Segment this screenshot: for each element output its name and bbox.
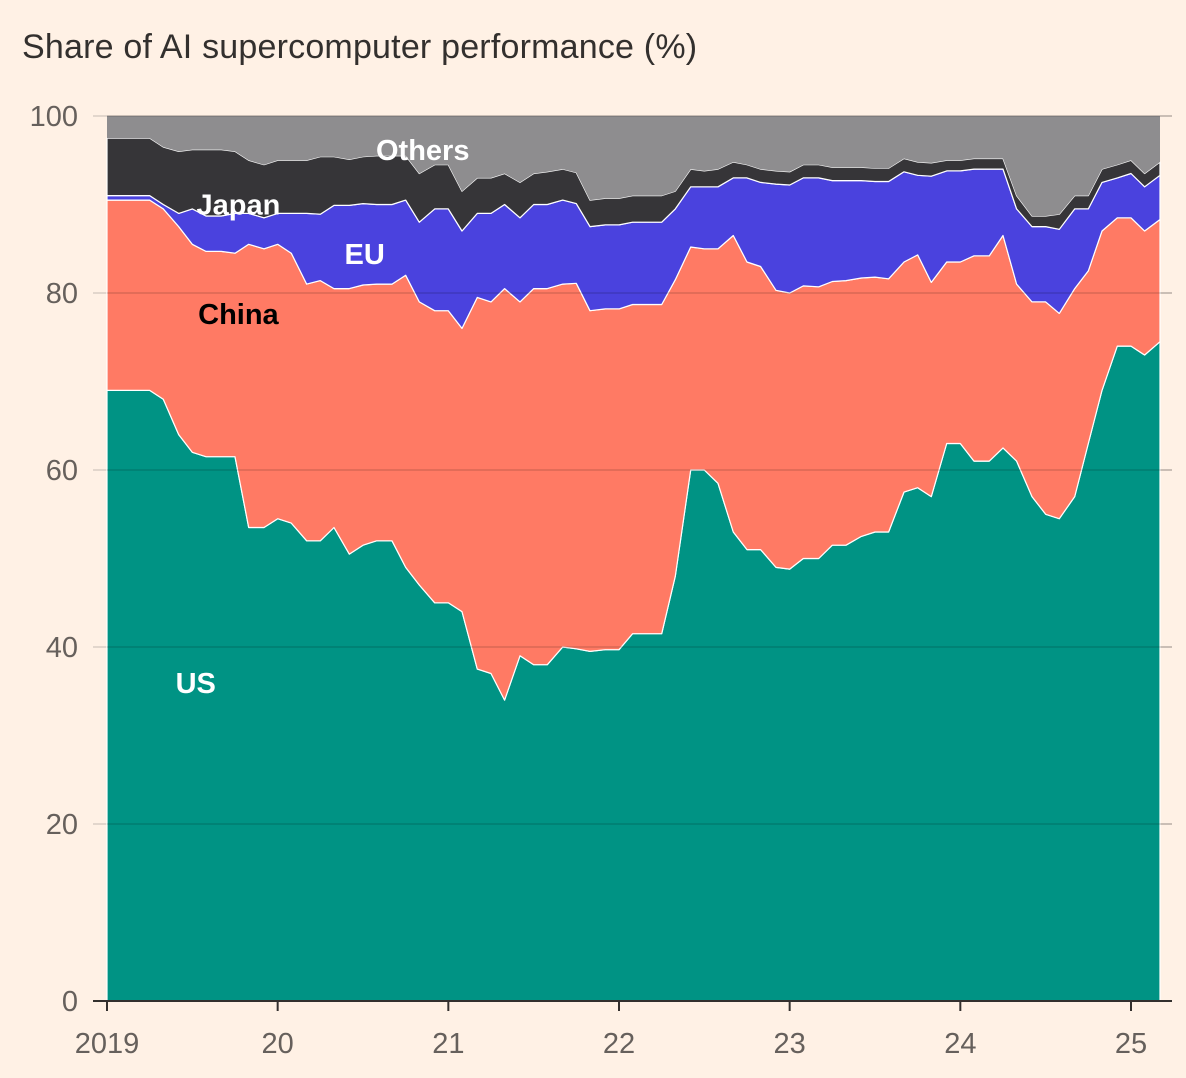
series-label-eu: EU [345,239,385,271]
y-tick-label-100: 100 [30,101,78,133]
axes: 0 20 40 60 80 100 2019 20 21 22 23 24 25 [30,101,1172,1060]
x-tick-label-25: 25 [1115,1028,1147,1060]
series-label-china: China [198,299,279,331]
x-tick-label-20: 20 [262,1028,294,1060]
y-tick-label-20: 20 [46,809,78,841]
x-tick-label-2019: 2019 [75,1028,140,1060]
overlay-gridlines [107,115,1172,825]
chart-title: Share of AI supercomputer performance (%… [22,28,698,66]
x-tick-label-22: 22 [603,1028,635,1060]
x-tick-label-24: 24 [944,1028,976,1060]
area-series [106,116,1161,1002]
area-others [107,116,1160,216]
x-tick-label-21: 21 [432,1028,464,1060]
y-tick-label-40: 40 [46,632,78,664]
x-tick-label-23: 23 [774,1028,806,1060]
y-tick-label-60: 60 [46,455,78,487]
series-label-others: Others [376,135,469,167]
y-tick-label-80: 80 [46,278,78,310]
y-tick-label-0: 0 [62,986,78,1018]
series-label-japan: Japan [196,190,280,222]
series-label-us: US [176,668,216,700]
series-labels: US China EU Japan Others [176,135,470,700]
